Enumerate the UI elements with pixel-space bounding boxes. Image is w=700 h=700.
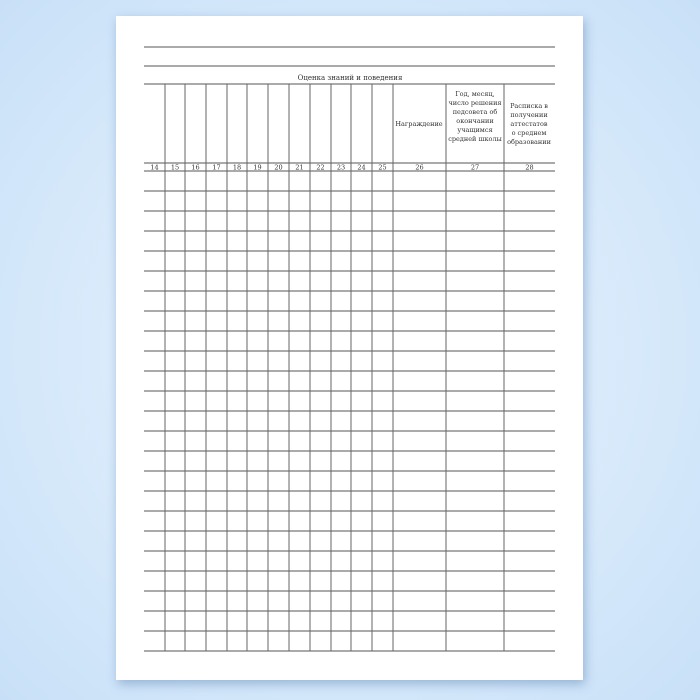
- column-numbers: 14 15 16 17 18 19 20 21 22 23 24 25 26 27 28: [150, 164, 533, 172]
- column-number: 21: [295, 164, 303, 172]
- form-page: [116, 16, 583, 680]
- column-number: 20: [274, 164, 282, 172]
- column-number: 18: [233, 164, 241, 172]
- header-line: Расписка в: [510, 102, 548, 110]
- column-number: 27: [471, 164, 479, 172]
- header-line: число решения: [448, 99, 501, 107]
- column-number: 16: [191, 164, 199, 172]
- column-number: 28: [525, 164, 533, 172]
- header-line: получении: [510, 111, 547, 119]
- header-line: образовании: [507, 138, 551, 146]
- column-number: 19: [253, 164, 261, 172]
- header-line: педсовета об: [453, 108, 498, 116]
- column-number: 22: [316, 164, 324, 172]
- column-number: 14: [150, 164, 158, 172]
- section-title: Оценка знаний и поведения: [298, 74, 403, 82]
- column-number: 26: [415, 164, 423, 172]
- header-line: окончании: [456, 117, 493, 125]
- column-number: 25: [378, 164, 386, 172]
- header-line: аттестатов: [510, 120, 548, 128]
- header-line: средней школы: [448, 135, 502, 143]
- grid-lines: [144, 46, 555, 652]
- column-number: 24: [357, 164, 365, 172]
- column-number: 23: [337, 164, 345, 172]
- header-line: Год, месяц,: [455, 90, 494, 98]
- header-award: Награждение: [395, 120, 442, 128]
- column-number: 15: [171, 164, 179, 172]
- header-line: о среднем: [512, 129, 547, 137]
- column-number: 17: [212, 164, 220, 172]
- header-line: учащимся: [457, 126, 492, 134]
